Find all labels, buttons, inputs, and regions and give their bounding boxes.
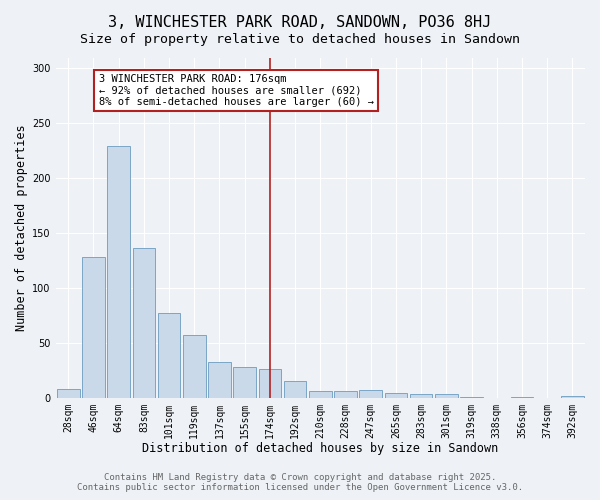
Bar <box>511 396 533 398</box>
Bar <box>561 396 584 398</box>
Bar <box>359 390 382 398</box>
Bar <box>233 367 256 398</box>
Text: Size of property relative to detached houses in Sandown: Size of property relative to detached ho… <box>80 32 520 46</box>
Bar <box>334 391 357 398</box>
Bar <box>107 146 130 398</box>
Bar <box>460 396 483 398</box>
Bar <box>82 257 105 398</box>
Bar <box>385 394 407 398</box>
Text: Contains HM Land Registry data © Crown copyright and database right 2025.
Contai: Contains HM Land Registry data © Crown c… <box>77 473 523 492</box>
Bar <box>208 362 231 398</box>
Bar <box>410 394 433 398</box>
Text: 3 WINCHESTER PARK ROAD: 176sqm
← 92% of detached houses are smaller (692)
8% of : 3 WINCHESTER PARK ROAD: 176sqm ← 92% of … <box>98 74 374 107</box>
Bar <box>284 382 307 398</box>
Y-axis label: Number of detached properties: Number of detached properties <box>15 124 28 331</box>
X-axis label: Distribution of detached houses by size in Sandown: Distribution of detached houses by size … <box>142 442 499 455</box>
Bar <box>183 335 206 398</box>
Bar <box>259 369 281 398</box>
Bar <box>133 248 155 398</box>
Text: 3, WINCHESTER PARK ROAD, SANDOWN, PO36 8HJ: 3, WINCHESTER PARK ROAD, SANDOWN, PO36 8… <box>109 15 491 30</box>
Bar <box>57 389 80 398</box>
Bar <box>309 391 332 398</box>
Bar <box>435 394 458 398</box>
Bar <box>158 313 181 398</box>
